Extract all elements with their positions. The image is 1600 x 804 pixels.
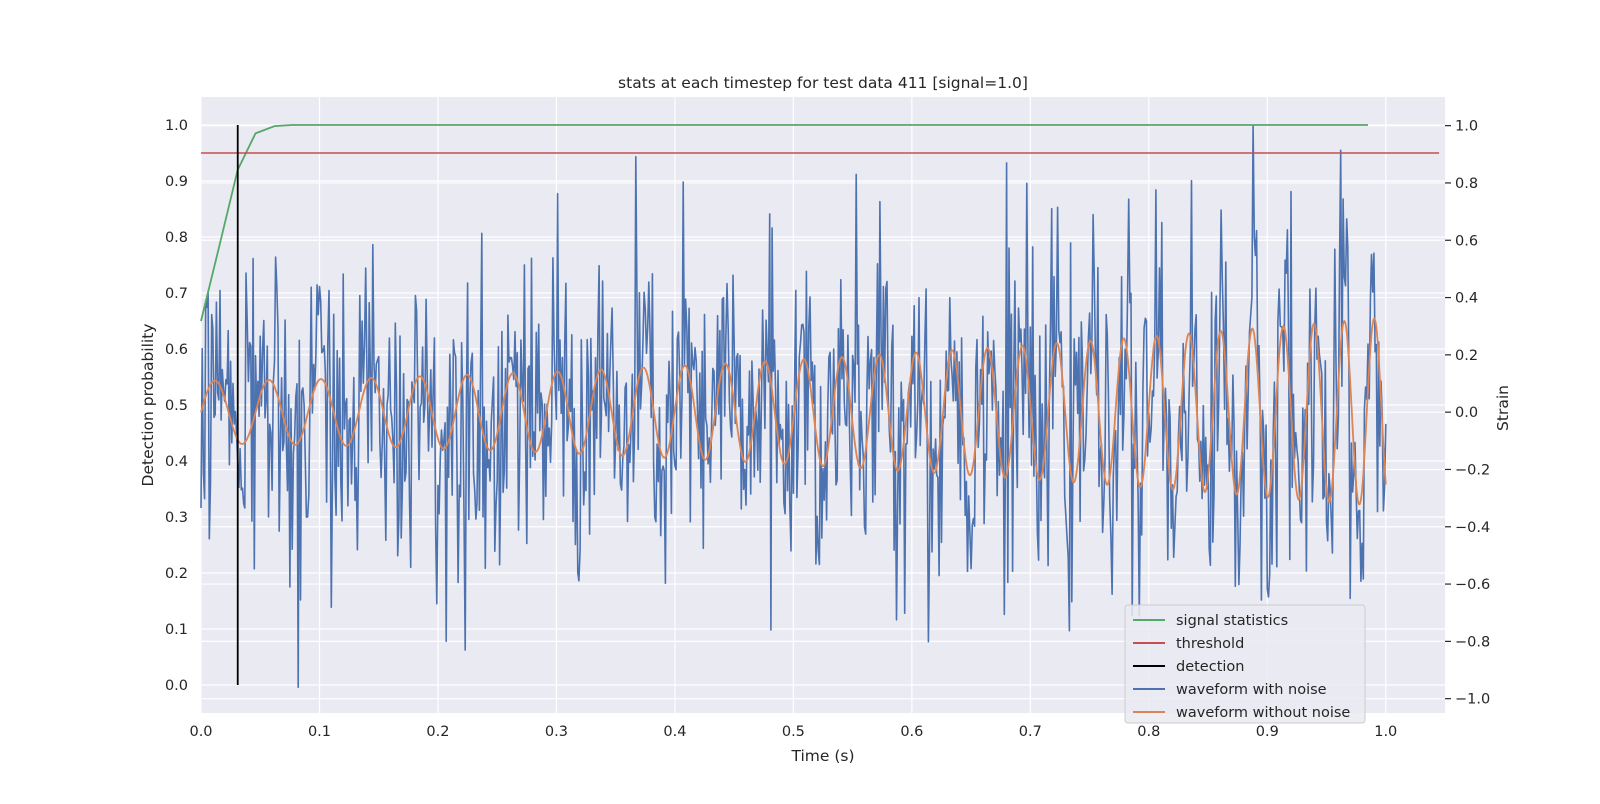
y-tick-label-right: 0.6: [1455, 233, 1478, 249]
legend-entries: signal statistics threshold detection wavef…: [1133, 613, 1350, 721]
legend: signal statistics threshold detection wavef…: [1124, 604, 1366, 724]
y-tick-label-left: 0.8: [165, 230, 188, 246]
y-axis-label-right: Strain: [1494, 385, 1512, 431]
y-tick-label-left: 0.7: [165, 286, 188, 302]
y-tick-label-left: 1.0: [165, 118, 188, 134]
signal-statistics-line: [200, 124, 1368, 322]
y-tick-label-left: 0.9: [165, 174, 188, 190]
legend-label-waveform-without-noise: waveform without noise: [1176, 705, 1350, 721]
x-tick-label: 0.1: [308, 724, 331, 740]
y-tick-label-left: 0.5: [165, 398, 188, 414]
legend-label-signal-statistics: signal statistics: [1176, 613, 1288, 629]
y-tick-label-right: −0.6: [1455, 577, 1490, 593]
x-tick-label: 0.4: [663, 724, 686, 740]
x-tick-label: 0.0: [189, 724, 212, 740]
y-tick-label-right: 0.4: [1455, 291, 1478, 307]
waveform-with-noise-series: [200, 124, 1387, 689]
waveform-without-noise-line: [200, 317, 1387, 506]
y-tick-label-left: 0.2: [165, 566, 188, 582]
signal-statistics-series: [200, 124, 1368, 322]
x-tick-label: 0.6: [900, 724, 923, 740]
y-tick-label-right: −0.8: [1455, 634, 1490, 650]
x-tick-label: 0.3: [545, 724, 568, 740]
legend-label-threshold: threshold: [1176, 636, 1244, 652]
y-tick-label-right: 0.2: [1455, 348, 1478, 364]
y-tick-label-left: 0.4: [165, 454, 188, 470]
x-axis-label: Time (s): [790, 747, 854, 765]
y-tick-label-left: 0.6: [165, 342, 188, 358]
y-tick-label-right: −0.4: [1455, 520, 1490, 536]
x-tick-label: 0.7: [1019, 724, 1042, 740]
y-tick-label-right: 0.8: [1455, 176, 1478, 192]
y-tick-label-left: 0.1: [165, 622, 188, 638]
chart-title: stats at each timestep for test data 411…: [618, 74, 1028, 92]
x-tick-label: 0.5: [782, 724, 805, 740]
y-tick-label-left: 0.0: [165, 678, 188, 694]
legend-label-detection: detection: [1176, 659, 1244, 675]
y-axis-label-left: Detection probability: [139, 324, 157, 487]
waveform-with-noise-line: [200, 124, 1387, 689]
y-tick-label-right: 0.0: [1455, 405, 1478, 421]
x-tick-label: 0.9: [1256, 724, 1279, 740]
y-tick-label-right: 1.0: [1455, 119, 1478, 135]
waveform-without-noise-series: [200, 317, 1387, 506]
x-tick-label: 0.2: [426, 724, 449, 740]
x-tick-label: 1.0: [1374, 724, 1397, 740]
y-tick-label-left: 0.3: [165, 510, 188, 526]
legend-label-waveform-with-noise: waveform with noise: [1176, 682, 1327, 698]
legend-box: [1124, 604, 1366, 724]
x-tick-label: 0.8: [1137, 724, 1160, 740]
y-tick-label-right: −1.0: [1455, 692, 1490, 708]
y-tick-label-right: −0.2: [1455, 462, 1490, 478]
axis-ticks: 0.0 0.1 0.2 0.3 0.4 0.5 0.6 0.7 0.8 0.9 1.0 0.0 0.1 0…: [165, 118, 1490, 740]
